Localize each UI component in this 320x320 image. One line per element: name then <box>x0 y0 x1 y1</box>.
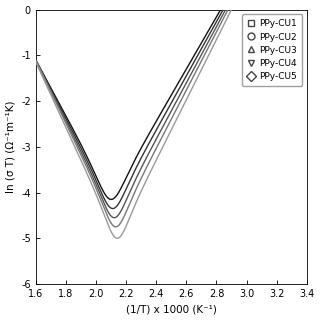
X-axis label: (1/T) x 1000 (K⁻¹): (1/T) x 1000 (K⁻¹) <box>126 304 217 315</box>
Legend: PPy-CU1, PPy-CU2, PPy-CU3, PPy-CU4, PPy-CU5: PPy-CU1, PPy-CU2, PPy-CU3, PPy-CU4, PPy-… <box>242 14 302 86</box>
Y-axis label: ln (σ T) (Ω⁻¹m⁻¹K): ln (σ T) (Ω⁻¹m⁻¹K) <box>5 100 16 193</box>
